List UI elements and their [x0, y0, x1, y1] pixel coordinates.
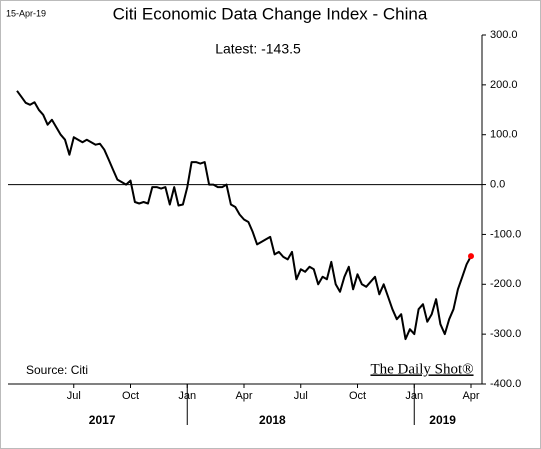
y-tick-label: 0.0 — [490, 178, 505, 190]
y-tick-label: -200.0 — [490, 278, 521, 290]
line — [16, 90, 472, 341]
x-tick-label: Apr — [462, 390, 479, 402]
year-label: 2018 — [259, 413, 286, 427]
x-tick-label: Oct — [122, 390, 139, 402]
latest-point — [468, 253, 474, 260]
annotation: Latest: -143.5 — [215, 41, 301, 57]
y-tick-label: 300.0 — [490, 29, 518, 41]
source: Source: Citi — [26, 363, 88, 377]
x-tick-label: Jul — [294, 390, 308, 402]
y-tick-label: -100.0 — [490, 228, 521, 240]
year-label: 2017 — [89, 413, 116, 427]
x-tick-label: Oct — [349, 390, 366, 402]
x-tick-label: Apr — [235, 390, 252, 402]
y-tick-label: 100.0 — [490, 129, 518, 141]
brand: The Daily Shot® — [370, 361, 473, 377]
y-tick-label: 200.0 — [490, 79, 518, 91]
date: 15-Apr-19 — [6, 8, 46, 18]
y-tick-label: -300.0 — [490, 328, 521, 340]
x-tick-label: Jul — [67, 390, 81, 402]
y-tick-label: -400.0 — [490, 378, 521, 390]
chart-title: Citi Economic Data Change Index - China — [113, 4, 428, 23]
year-label: 2019 — [429, 413, 456, 427]
